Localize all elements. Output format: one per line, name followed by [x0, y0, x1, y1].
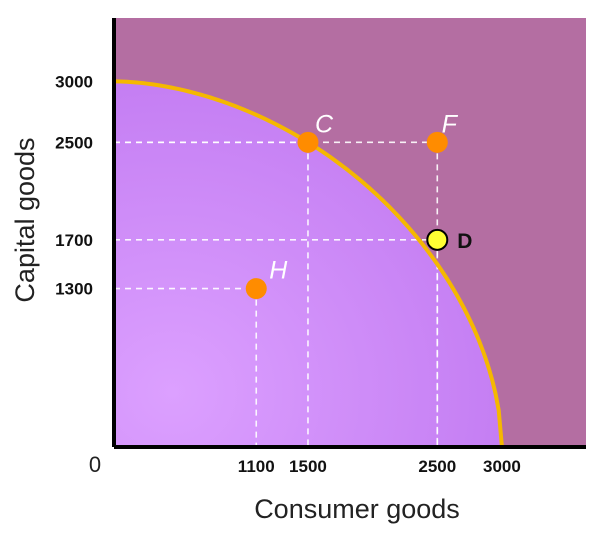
data-points: C F D H	[245, 110, 472, 300]
x-tick-1100: 1100	[238, 457, 275, 476]
origin-label: 0	[89, 452, 101, 477]
point-label-f: F	[442, 110, 459, 138]
x-tick-2500: 2500	[418, 457, 456, 476]
y-tick-labels: 3000 2500 1700 1300	[55, 72, 93, 298]
point-d	[426, 228, 449, 251]
y-tick-1700: 1700	[55, 231, 93, 250]
x-tick-1500: 1500	[289, 457, 327, 476]
y-tick-3000: 3000	[55, 72, 93, 91]
y-axis-title: Capital goods	[10, 137, 40, 302]
x-axis-title: Consumer goods	[254, 494, 460, 524]
point-c	[297, 131, 319, 153]
guide-lines	[114, 141, 439, 447]
y-tick-2500: 2500	[55, 133, 93, 152]
x-tick-labels: 1100 1500 2500 3000	[238, 457, 521, 476]
point-label-h: H	[269, 257, 288, 285]
x-tick-3000: 3000	[483, 457, 521, 476]
point-label-c: C	[315, 110, 334, 138]
point-label-d: D	[457, 230, 472, 253]
point-h	[245, 278, 267, 300]
y-tick-1300: 1300	[55, 280, 93, 299]
point-f	[426, 131, 448, 153]
